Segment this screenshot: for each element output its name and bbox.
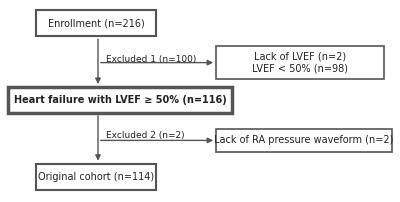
Text: Lack of RA pressure waveform (n=2): Lack of RA pressure waveform (n=2) [214,135,394,145]
FancyBboxPatch shape [216,129,392,152]
Text: Excluded 1 (n=100): Excluded 1 (n=100) [106,55,196,64]
FancyBboxPatch shape [36,10,156,36]
Text: Lack of LVEF (n=2)
LVEF < 50% (n=98): Lack of LVEF (n=2) LVEF < 50% (n=98) [252,52,348,73]
FancyBboxPatch shape [8,87,232,113]
FancyBboxPatch shape [216,46,384,79]
Text: Enrollment (n=216): Enrollment (n=216) [48,18,144,28]
Text: Original cohort (n=114): Original cohort (n=114) [38,172,154,182]
Text: Excluded 2 (n=2): Excluded 2 (n=2) [106,131,185,140]
Text: Heart failure with LVEF ≥ 50% (n=116): Heart failure with LVEF ≥ 50% (n=116) [14,95,226,105]
FancyBboxPatch shape [36,164,156,190]
